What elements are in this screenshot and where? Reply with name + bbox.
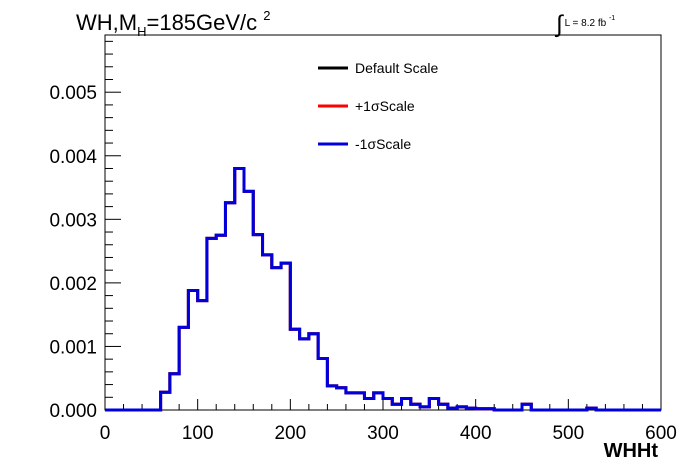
plot-frame — [104, 34, 662, 411]
x-tick-label: 500 — [552, 423, 584, 444]
x-tick-label: 400 — [460, 423, 492, 444]
luminosity-label: ∫ L = 8.2 fb -1 — [556, 11, 616, 38]
y-tick-label: 0.004 — [49, 147, 97, 168]
legend-label: -1σScale — [355, 136, 411, 152]
legend-label: +1σScale — [355, 98, 415, 114]
histogram-series-2 — [105, 166, 661, 412]
integral-symbol-icon: ∫ — [556, 11, 563, 38]
chart-title: WH,MH=185GeV/c 2 — [76, 8, 271, 39]
x-tick-label: 300 — [367, 423, 399, 444]
y-tick-label: 0.000 — [49, 401, 97, 422]
legend-label: Default Scale — [355, 60, 438, 76]
x-axis-label: WHHt — [603, 440, 658, 462]
y-tick-label: 0.005 — [49, 83, 97, 104]
x-tick-label: 600 — [645, 423, 677, 444]
x-tick-label: 200 — [274, 423, 306, 444]
y-tick-label: 0.001 — [49, 337, 97, 358]
x-tick-label: 0 — [100, 423, 111, 444]
y-tick-label: 0.003 — [49, 210, 97, 231]
x-tick-label: 100 — [182, 423, 214, 444]
y-tick-label: 0.002 — [49, 274, 97, 295]
